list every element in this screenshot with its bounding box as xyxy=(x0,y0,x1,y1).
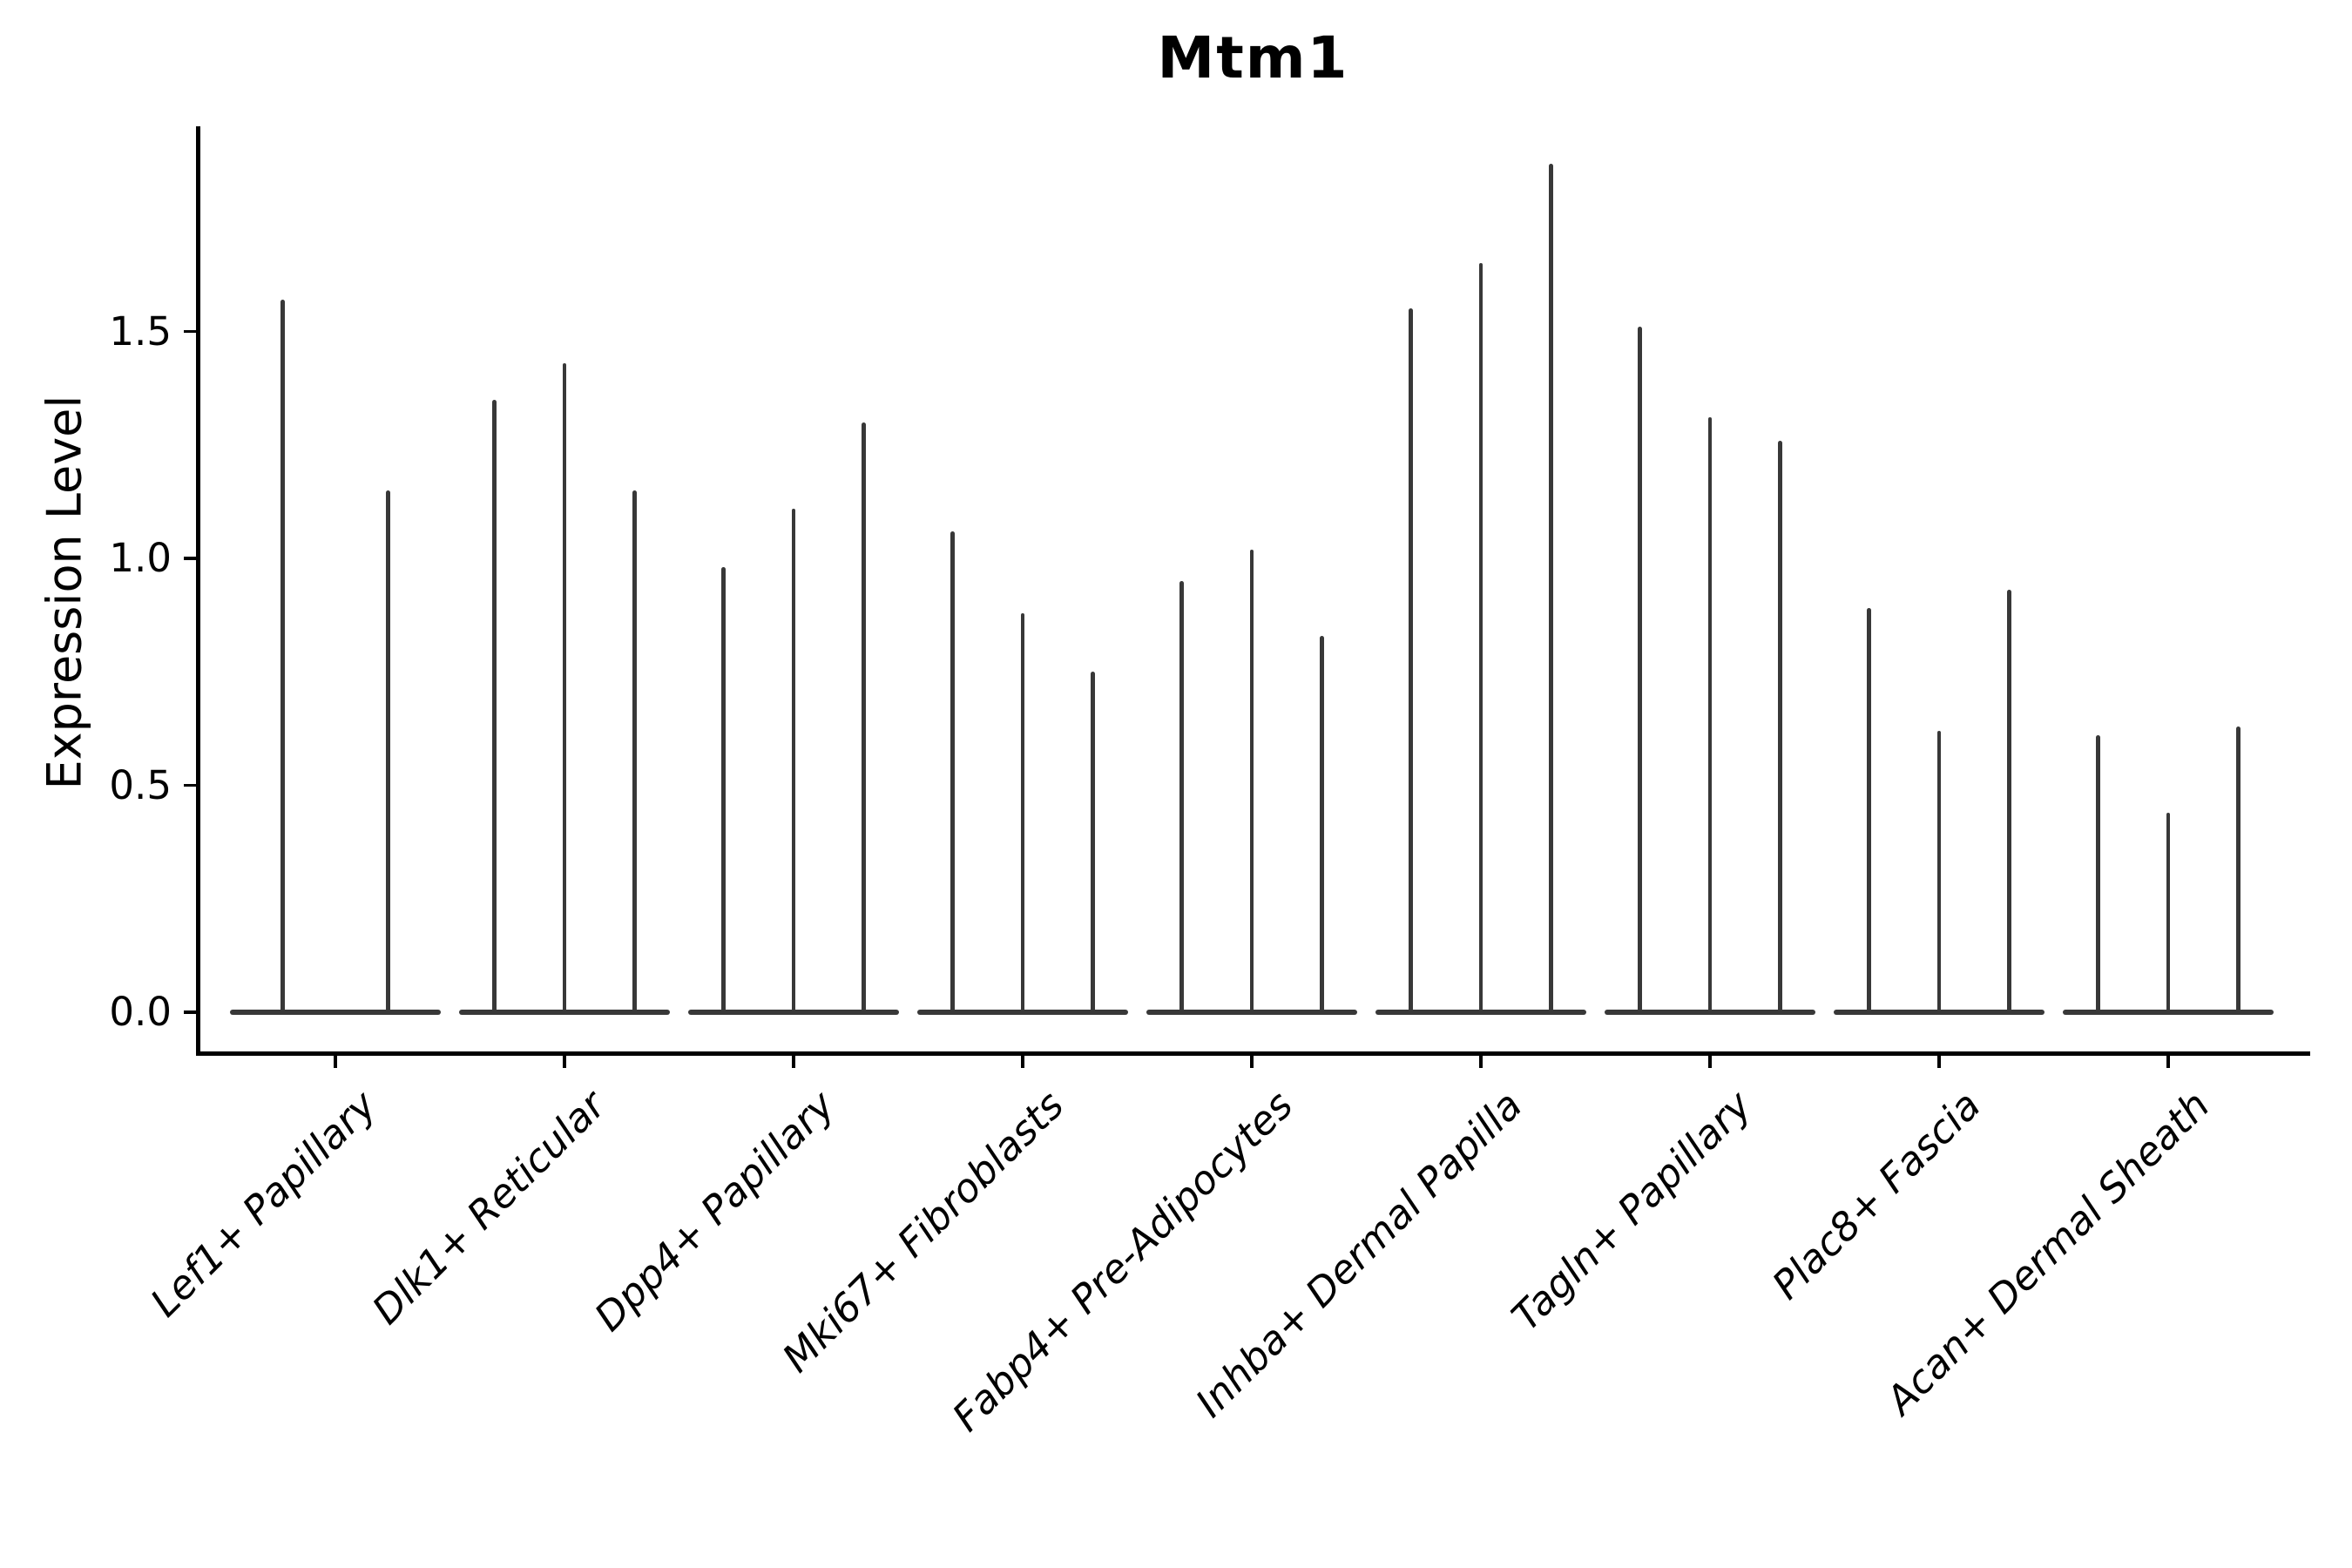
violin-spike xyxy=(791,508,796,1012)
violin-spike xyxy=(950,531,955,1012)
x-tick-label: Dlk1+ Reticular xyxy=(363,1082,615,1334)
violin-base xyxy=(459,1010,670,1015)
y-tick-label: 1.5 xyxy=(109,308,172,355)
violin-spike xyxy=(1091,672,1095,1012)
y-tick xyxy=(184,329,197,334)
x-tick xyxy=(1937,1055,1941,1068)
violin-spike xyxy=(1020,612,1025,1012)
x-tick-label: Dpp4+ Papillary xyxy=(585,1082,844,1341)
violin-base xyxy=(917,1010,1128,1015)
violin-base xyxy=(688,1010,899,1015)
y-tick xyxy=(184,557,197,560)
x-tick xyxy=(334,1055,337,1068)
x-tick xyxy=(1479,1055,1483,1068)
violin-base xyxy=(1146,1010,1357,1015)
x-tick xyxy=(563,1055,566,1068)
y-tick-label: 0.5 xyxy=(109,761,172,808)
violin-spike xyxy=(1249,549,1254,1012)
violin-spike xyxy=(2166,812,2171,1012)
violin-base xyxy=(1375,1010,1586,1015)
violin-spike xyxy=(2096,735,2100,1012)
x-tick-label: Tagln+ Papillary xyxy=(1502,1082,1761,1340)
violin-spike xyxy=(862,422,866,1012)
violin-base xyxy=(1834,1010,2044,1015)
y-tick-label: 0.0 xyxy=(109,989,172,1035)
y-tick xyxy=(184,783,197,787)
violin-spike xyxy=(721,567,726,1012)
violin-spike xyxy=(1409,308,1413,1012)
y-tick xyxy=(184,1010,197,1014)
violin-base xyxy=(2063,1010,2274,1015)
chart-title: Mtm1 xyxy=(1157,24,1349,91)
x-tick xyxy=(792,1055,795,1068)
x-tick xyxy=(1708,1055,1712,1068)
violin-spike xyxy=(1707,417,1713,1012)
violin-spike xyxy=(2236,726,2240,1012)
x-tick-label: Lef1+ Papillary xyxy=(141,1082,386,1326)
violin-spike xyxy=(1867,608,1871,1012)
x-tick-label: Plac8+ Fascia xyxy=(1762,1082,1990,1308)
x-tick xyxy=(1021,1055,1024,1068)
violin-spike xyxy=(1778,440,1782,1012)
violin-spike xyxy=(632,490,637,1012)
violin-spike xyxy=(2007,590,2011,1012)
violin-spike xyxy=(1638,327,1642,1012)
y-axis-spine xyxy=(196,126,200,1055)
violin-spike xyxy=(1320,635,1324,1012)
violin-base xyxy=(1605,1010,1815,1015)
violin-spike xyxy=(280,300,285,1012)
violin-spike xyxy=(1936,730,1942,1012)
violin-spike xyxy=(492,399,497,1012)
violin-spike xyxy=(562,362,567,1012)
x-tick xyxy=(1250,1055,1254,1068)
y-tick-label: 1.0 xyxy=(109,535,172,581)
x-tick xyxy=(2166,1055,2170,1068)
violin-spike xyxy=(386,490,390,1012)
violin-spike xyxy=(1549,163,1553,1012)
violin-spike xyxy=(1478,263,1484,1012)
x-axis-spine xyxy=(196,1051,2310,1056)
y-axis-label: Expression Level xyxy=(37,395,92,790)
violin-base xyxy=(230,1010,441,1015)
violin-spike xyxy=(1179,581,1184,1012)
